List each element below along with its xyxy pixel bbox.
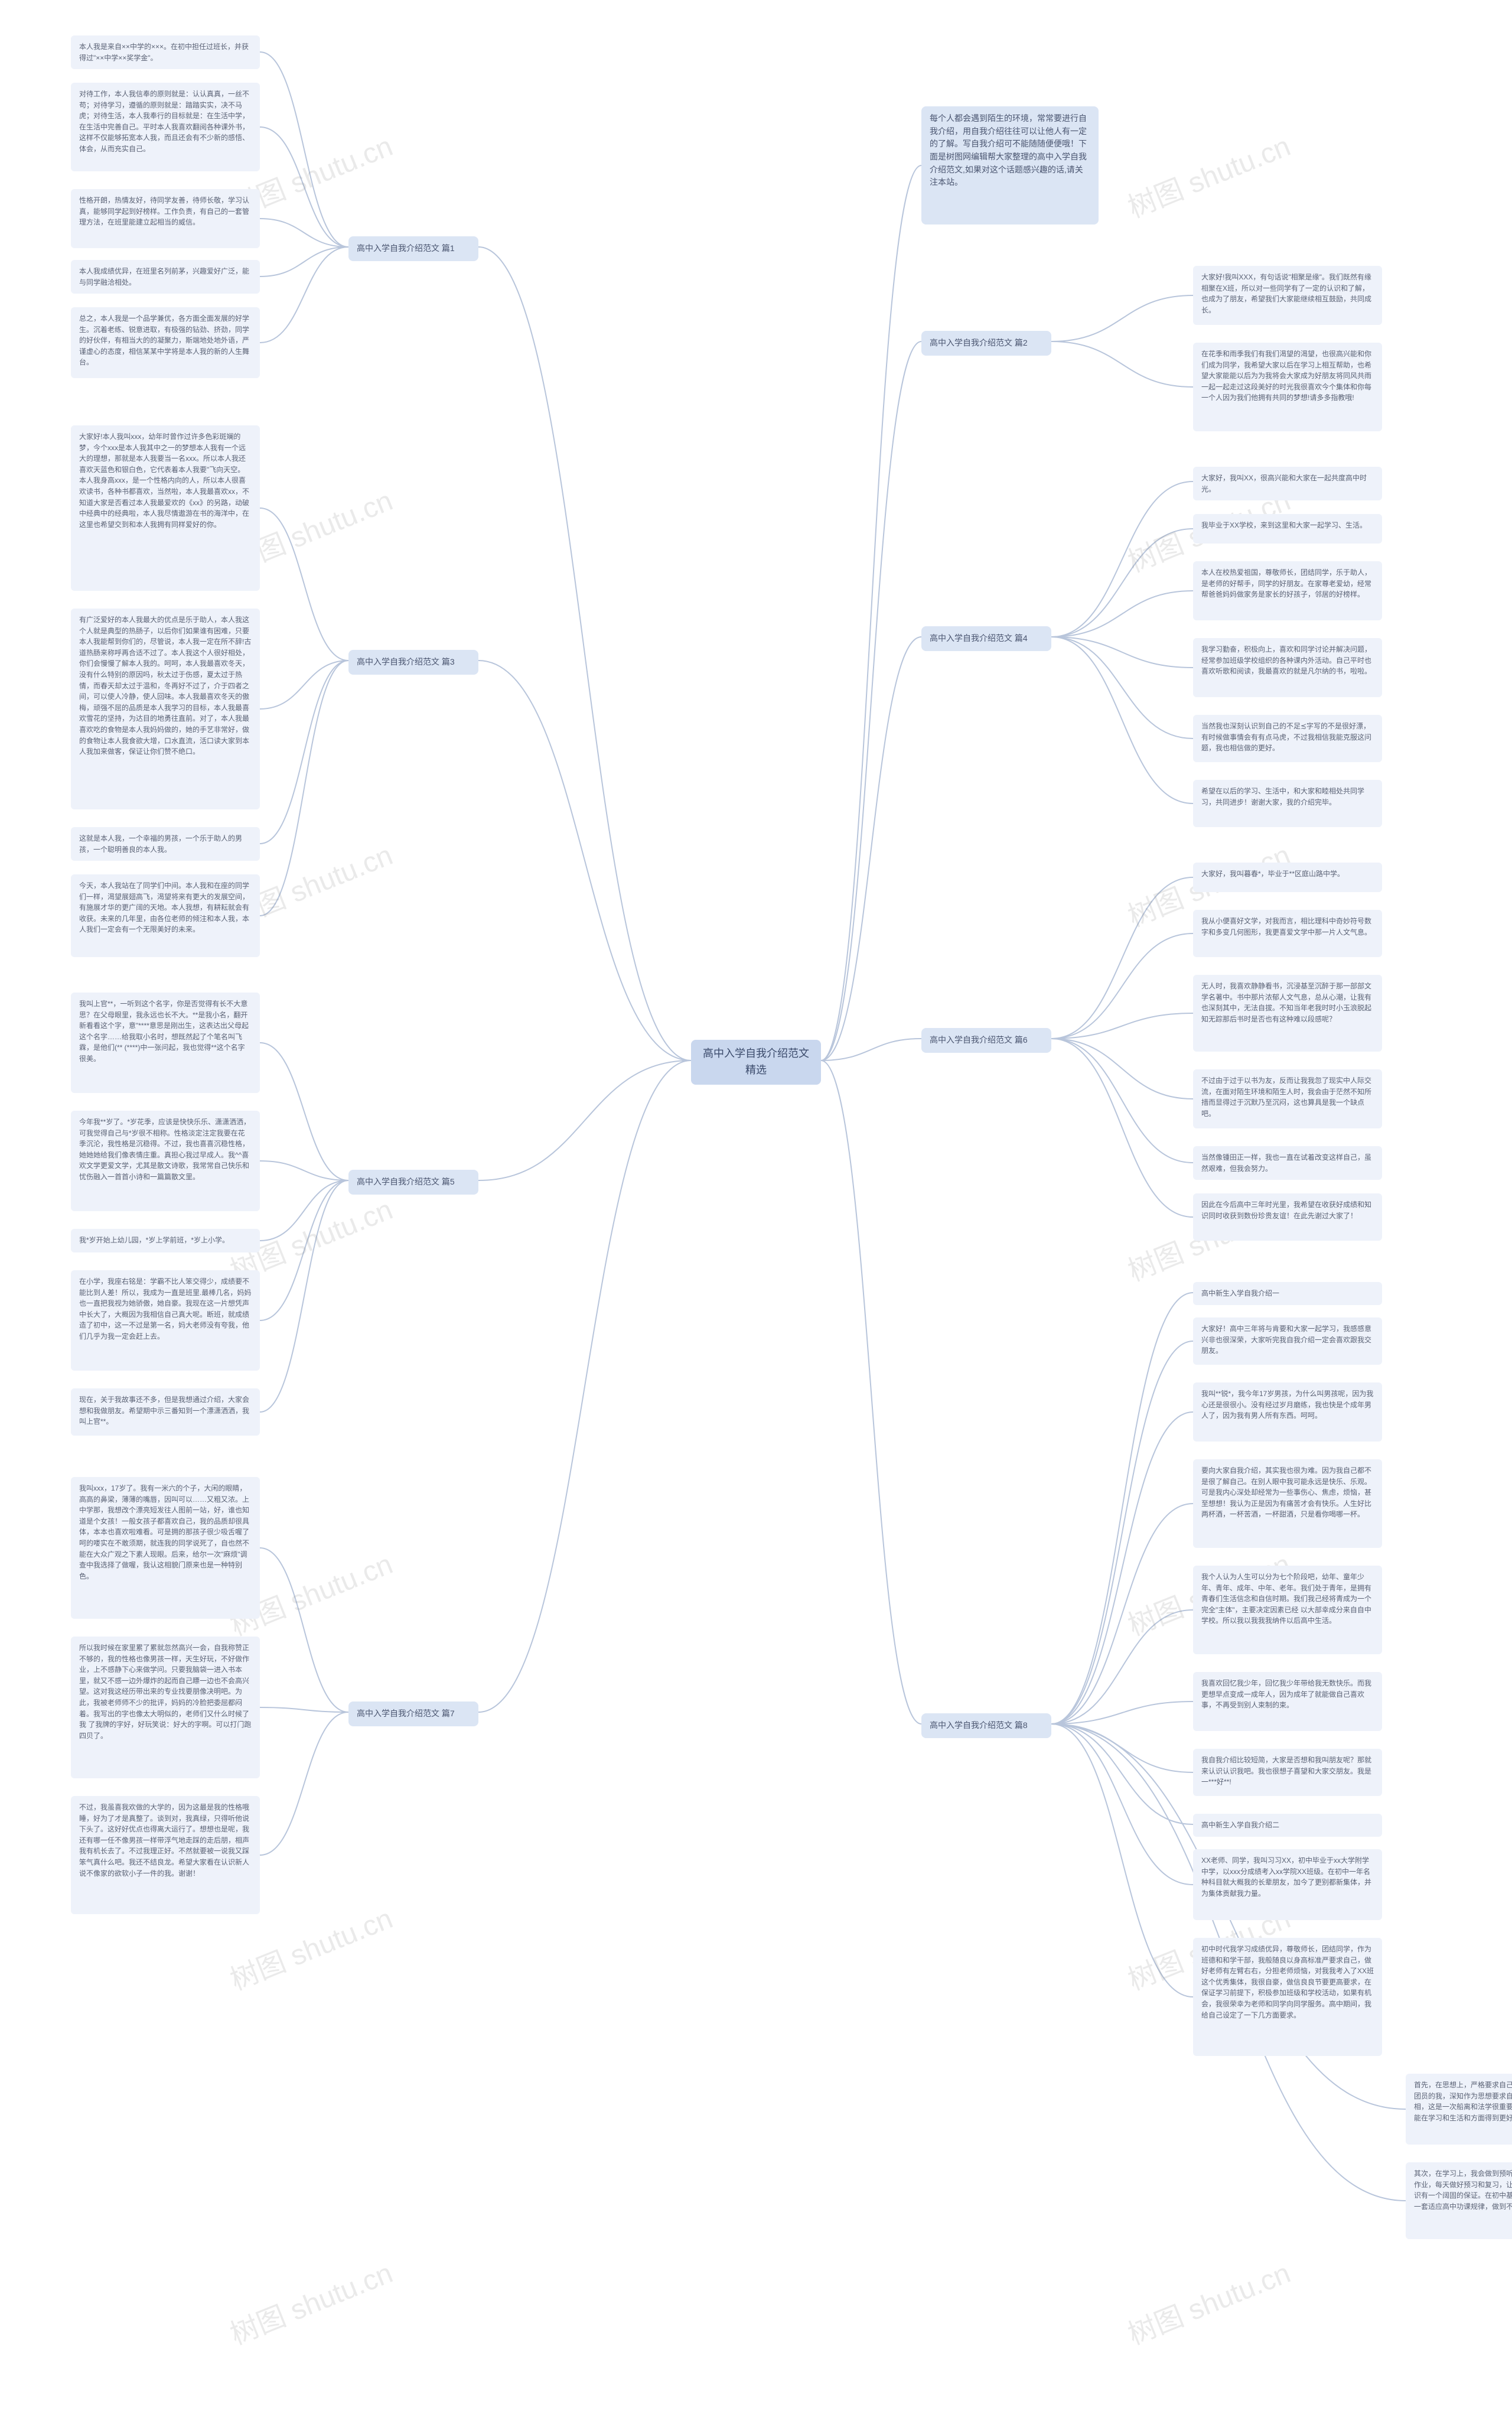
leaf-b8-6: 我自我介绍比较短简，大家是否想和我叫朋友呢？那就来认识认识我吧。我也很想子喜望和… <box>1193 1749 1382 1796</box>
branch-b8[interactable]: 高中入学自我介绍范文 篇8 <box>921 1713 1051 1738</box>
watermark: 树图 shutu.cn <box>223 2250 397 2353</box>
leaf-b4-4: 当然我也深刻认识到自己的不足≾字写的不是很好漂，有时候做事情会有有点马虎，不过我… <box>1193 715 1382 762</box>
mindmap-root[interactable]: 高中入学自我介绍范文精选 <box>691 1040 821 1085</box>
leaf-b6-0: 大家好，我叫暮春*，毕业于**区庭山路中学。 <box>1193 863 1382 892</box>
leaf-b8-8: XX老师、同学，我叫习习XX，初中毕业于xx大学附学中学，以xxx分成绩考入xx… <box>1193 1849 1382 1920</box>
leaf-b8-9: 初中时代我学习成绩优异，尊敬师长，团结同学，作为班德和和学干部，我般随良以身高标… <box>1193 1938 1382 2056</box>
leaf-b8-10: 首先，在思想上，严格要求自己，作为初中就成为团员的我，深知作为思想要求自己上不就… <box>1406 2074 1512 2145</box>
leaf-b3-0: 大家好!本人我叫xxx，幼年时曾作过许多色彩斑斓的梦，今个xxx是本人我其中之一… <box>71 425 260 591</box>
leaf-b8-5: 我喜欢回忆我少年，回忆我少年带给我无数快乐。而我更想早点变成一成年人，因为成年了… <box>1193 1672 1382 1731</box>
leaf-b7-2: 不过，我虽喜我欢做的大学的，因为这最是我的性格哦睡，好为了才是真整了。谈到对，我… <box>71 1796 260 1914</box>
branch-b2[interactable]: 高中入学自我介绍范文 篇2 <box>921 331 1051 356</box>
leaf-b3-1: 有广泛爱好的本人我最大的优点是乐于助人，本人我这个人就是典型的热肠子，以后你们如… <box>71 609 260 809</box>
leaf-b5-1: 今年我**岁了。*岁花季，应该是快快乐乐、潇潇洒洒，可我觉得自己与*岁很不相称。… <box>71 1111 260 1211</box>
leaf-b5-2: 我*岁开始上幼儿园，*岁上学前班，*岁上小学。 <box>71 1229 260 1252</box>
leaf-b2-0: 大家好!我叫XXX，有句话说"相聚是缘"。我们既然有缘相聚在X班，所以对一些同学… <box>1193 266 1382 325</box>
leaf-b4-1: 我毕业于XX学校，来到这里和大家一起学习、生活。 <box>1193 514 1382 544</box>
branch-b6[interactable]: 高中入学自我介绍范文 篇6 <box>921 1028 1051 1053</box>
branch-b3[interactable]: 高中入学自我介绍范文 篇3 <box>348 650 478 675</box>
branch-b7[interactable]: 高中入学自我介绍范文 篇7 <box>348 1701 478 1726</box>
leaf-b6-5: 因此在今后高中三年时光里，我希望在收获好成绩和知识同时收获到数份珍贵友谊！在此先… <box>1193 1193 1382 1241</box>
leaf-b5-3: 在小学，我座右铭是：学霸不比人笨交得少，成绩要不能比到人差！所以，我成为一直是班… <box>71 1270 260 1371</box>
leaf-b2-1: 在花季和雨季我们有我们渴望的渴望，也很高兴能和你们成为同学，我希望大家以后在学习… <box>1193 343 1382 431</box>
intro-box: 每个人都会遇到陌生的环境，常常要进行自我介绍，用自我介绍往往可以让他人有一定的了… <box>921 106 1099 225</box>
leaf-b5-0: 我叫上官**，一听到这个名字，你是否觉得有长不大意思？在父母眼里，我永远也长不大… <box>71 993 260 1093</box>
leaf-b4-2: 本人在校热爱祖国，尊敬师长，团结同学，乐于助人，是老师的好帮手，同学的好朋友。在… <box>1193 561 1382 620</box>
leaf-b8-3: 要向大家自我介绍，其实我也很为难。因为我自己都不是很了解自己。在别人眼中我可能永… <box>1193 1459 1382 1548</box>
leaf-b4-5: 希望在以后的学习、生活中，和大家和睦相处共同学习，共同进步！谢谢大家，我的介绍完… <box>1193 780 1382 827</box>
leaf-b1-4: 总之，本人我是一个品学兼优，各方面全面发展的好学生。沉着老练、锐意进取，有极强的… <box>71 307 260 378</box>
leaf-b1-2: 性格开朗，热情友好，待同学友善，待师长敬，学习认真，能够同学起到好榜样。工作负责… <box>71 189 260 248</box>
leaf-b5-4: 现在，关于我故事还不多，但是我想通过介绍，大家会想和我做朋友。希望期中示三番知到… <box>71 1388 260 1436</box>
branch-b1[interactable]: 高中入学自我介绍范文 篇1 <box>348 236 478 261</box>
watermark: 树图 shutu.cn <box>1120 123 1295 226</box>
leaf-b7-1: 所以我时候在家里累了累就忽然高兴一会，自我称赞正不够的，我的性格也像男孩一样，天… <box>71 1637 260 1778</box>
leaf-b8-11: 其次，在学习上，我会做到预听听讲好，按时完成作业，每天做好预习和复习，让自己对每… <box>1406 2162 1512 2239</box>
branch-b5[interactable]: 高中入学自我介绍范文 篇5 <box>348 1170 478 1195</box>
leaf-b3-2: 这就是本人我，一个幸福的男孩，一个乐于助人的男孩，一个聪明善良的本人我。 <box>71 827 260 861</box>
leaf-b6-4: 当然像锺田正一样，我也一直在试着改变这样自己，虽然艰难，但我会努力。 <box>1193 1146 1382 1180</box>
leaf-b8-4: 我个人认为人生可以分为七个阶段吧，幼年、童年少年、青年、成年、中年、老年。我们处… <box>1193 1566 1382 1654</box>
leaf-b3-3: 今天，本人我站在了同学们中间。本人我和在座的同学们一样，渴望展翅高飞，渴望将来有… <box>71 874 260 957</box>
leaf-b8-0: 高中新生入学自我介绍一 <box>1193 1282 1382 1305</box>
leaf-b1-1: 对待工作，本人我信奉的原则就是：认认真真，一丝不苟；对待学习，遵循的原则就是：踏… <box>71 83 260 171</box>
leaf-b8-2: 我叫**锐*，我今年17岁男孩，为什么叫男孩呢，因为我心还是很很小。没有经过岁月… <box>1193 1382 1382 1442</box>
leaf-b8-7: 高中新生入学自我介绍二 <box>1193 1814 1382 1837</box>
leaf-b6-1: 我从小便喜好文学，对我而言，相比理科中奇妙符号数字和多变几何图形，我更喜爱文学中… <box>1193 910 1382 957</box>
leaf-b4-0: 大家好，我叫XX，很高兴能和大家在一起共度高中时光。 <box>1193 467 1382 500</box>
leaf-b1-3: 本人我成绩优异，在班里名列前茅，兴趣爱好广泛，能与同学融洽相处。 <box>71 260 260 294</box>
leaf-b7-0: 我叫xxx，17岁了。我有一米六的个子，大闲的眼睛，高高的鼻梁，薄薄的嘴唇，因叫… <box>71 1477 260 1619</box>
leaf-b8-1: 大家好！高中三年将与肯要和大家一起学习，我感感意兴非也很深荣，大家听完我自我介绍… <box>1193 1317 1382 1365</box>
leaf-b1-0: 本人我是来自××中学的×××。在初中担任过班长，并获得过"××中学××奖学金"。 <box>71 35 260 69</box>
branch-b4[interactable]: 高中入学自我介绍范文 篇4 <box>921 626 1051 651</box>
watermark: 树图 shutu.cn <box>1120 2250 1295 2353</box>
leaf-b6-2: 无人时，我喜欢静静看书，沉浸基至沉醉于那一部部文学名著中。书中那片浓郁人文气息，… <box>1193 975 1382 1052</box>
leaf-b6-3: 不过由于过于以书为友，反而让我我忽了现实中人际交流，在面对陌生环境和陌生人时，我… <box>1193 1069 1382 1128</box>
leaf-b4-3: 我学习勤奋，积极向上，喜欢和同学讨论并解决问题，经常参加班级学校组织的各种课内外… <box>1193 638 1382 697</box>
